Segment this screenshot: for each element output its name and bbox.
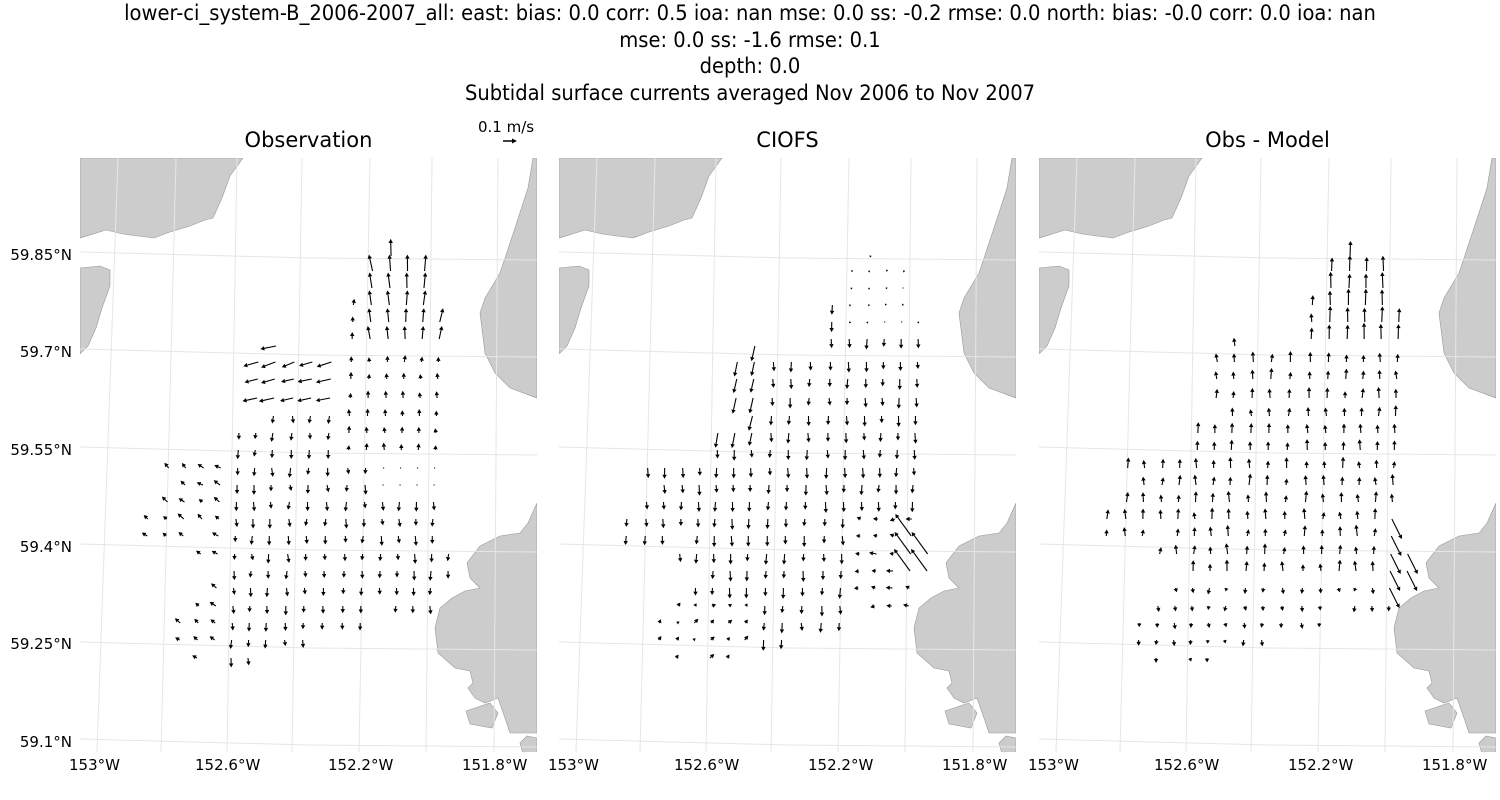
panel-title-observation: Observation [244,128,373,152]
x-tick-152-6-p3: 152.6°W [1154,756,1220,774]
y-tick-59-85: 59.85°N [10,246,72,264]
map-panel-obs-minus-model [1039,158,1496,752]
suptitle-line-1: lower-ci_system-B_2006-2007_all: east: b… [124,1,1376,25]
y-tick-59-1: 59.1°N [19,733,72,751]
x-tick-153-p1: 153°W [69,756,120,774]
map-panel-observation [80,158,537,752]
panel-title-ciofs: CIOFS [756,128,819,152]
quiver-key-arrow-icon [503,138,517,144]
y-tick-59-55: 59.55°N [10,441,72,459]
y-tick-59-4: 59.4°N [19,538,72,556]
x-tick-152-6-p2: 152.6°W [674,756,740,774]
suptitle-line-2: mse: 0.0 ss: -1.6 rmse: 0.1 [619,27,881,52]
suptitle-line-3: depth: 0.0 [699,54,801,78]
map-panel-ciofs [559,158,1016,752]
x-tick-153-p2: 153°W [548,756,599,774]
quiver-key-label: 0.1 m/s [478,118,535,136]
x-tick-152-2-p1: 152.2°W [328,756,394,774]
suptitle-line-4: Subtidal surface currents averaged Nov 2… [464,80,1036,105]
y-tick-59-25: 59.25°N [10,635,72,653]
figure-suptitle: lower-ci_system-B_2006-2007_all: east: b… [53,0,1448,106]
x-tick-152-2-p2: 152.2°W [808,756,874,774]
x-tick-151-8-p2: 151.8°W [942,756,1008,774]
x-tick-153-p3: 153°W [1028,756,1079,774]
x-tick-152-6-p1: 152.6°W [195,756,261,774]
x-tick-151-8-p3: 151.8°W [1422,756,1488,774]
panel-title-obs-minus-model: Obs - Model [1205,128,1330,152]
x-tick-151-8-p1: 151.8°W [462,756,528,774]
y-tick-59-7: 59.7°N [19,343,72,361]
x-tick-152-2-p3: 152.2°W [1288,756,1354,774]
